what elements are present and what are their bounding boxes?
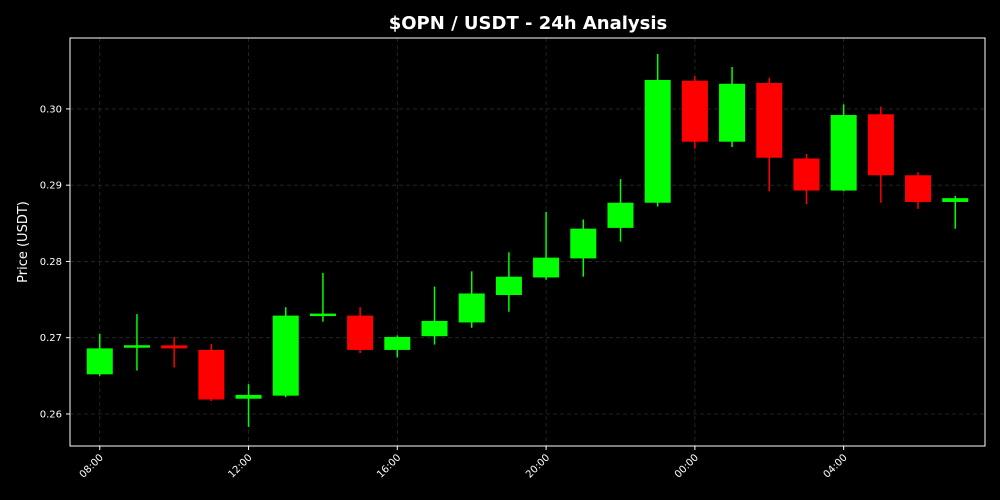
candle bbox=[123, 314, 150, 371]
candle bbox=[272, 307, 299, 398]
chart-title: $OPN / USDT - 24h Analysis bbox=[389, 13, 668, 34]
candle bbox=[719, 66, 746, 148]
candle-body bbox=[533, 257, 560, 278]
y-tick-label: 0.27 bbox=[40, 333, 62, 344]
plot-frame bbox=[69, 37, 986, 447]
candle bbox=[161, 336, 188, 368]
candle-body bbox=[384, 336, 411, 350]
candle bbox=[458, 271, 485, 328]
y-tick-label: 0.28 bbox=[40, 257, 62, 268]
candle bbox=[867, 106, 894, 203]
candle-body bbox=[607, 202, 634, 228]
candle bbox=[495, 252, 522, 312]
candle bbox=[681, 76, 708, 149]
candle-body bbox=[570, 228, 597, 259]
candle-body bbox=[495, 276, 522, 296]
candle bbox=[235, 384, 262, 427]
candle-body bbox=[309, 313, 336, 317]
candle-body bbox=[421, 320, 448, 337]
candles bbox=[86, 54, 969, 427]
candle bbox=[347, 307, 374, 353]
candle bbox=[570, 219, 597, 277]
candle-body bbox=[867, 114, 894, 176]
candle-body bbox=[644, 79, 671, 203]
candle-body bbox=[86, 348, 113, 375]
candle-body bbox=[272, 315, 299, 396]
candle bbox=[756, 77, 783, 192]
grid-lines bbox=[70, 38, 985, 446]
y-tick-label: 0.30 bbox=[40, 104, 62, 115]
candle-body bbox=[458, 293, 485, 323]
candle-body bbox=[123, 345, 150, 348]
y-tick-label: 0.29 bbox=[40, 181, 62, 192]
candle bbox=[533, 211, 560, 280]
candle bbox=[607, 179, 634, 242]
candle-body bbox=[198, 349, 225, 400]
candle-body bbox=[681, 80, 708, 142]
y-axis-label: Price (USDT) bbox=[16, 201, 31, 283]
candle-body bbox=[161, 345, 188, 349]
candle-body bbox=[905, 175, 932, 202]
candle bbox=[793, 153, 820, 205]
candle-body bbox=[719, 83, 746, 142]
candle bbox=[309, 272, 336, 322]
candle bbox=[942, 195, 969, 229]
candle-body bbox=[830, 115, 857, 191]
candle bbox=[830, 104, 857, 192]
candle-body bbox=[793, 158, 820, 191]
candle bbox=[384, 335, 411, 358]
candle bbox=[86, 333, 113, 376]
candle bbox=[644, 54, 671, 207]
candle-body bbox=[235, 394, 262, 399]
candle bbox=[198, 343, 225, 402]
y-axis: 0.26 0.27 0.28 0.29 0.30 bbox=[40, 104, 70, 420]
candle-body bbox=[756, 82, 783, 158]
candle-body bbox=[942, 198, 969, 202]
candle bbox=[905, 172, 932, 209]
y-tick-label: 0.26 bbox=[40, 409, 62, 420]
candle bbox=[421, 286, 448, 345]
candle-body bbox=[347, 315, 374, 350]
